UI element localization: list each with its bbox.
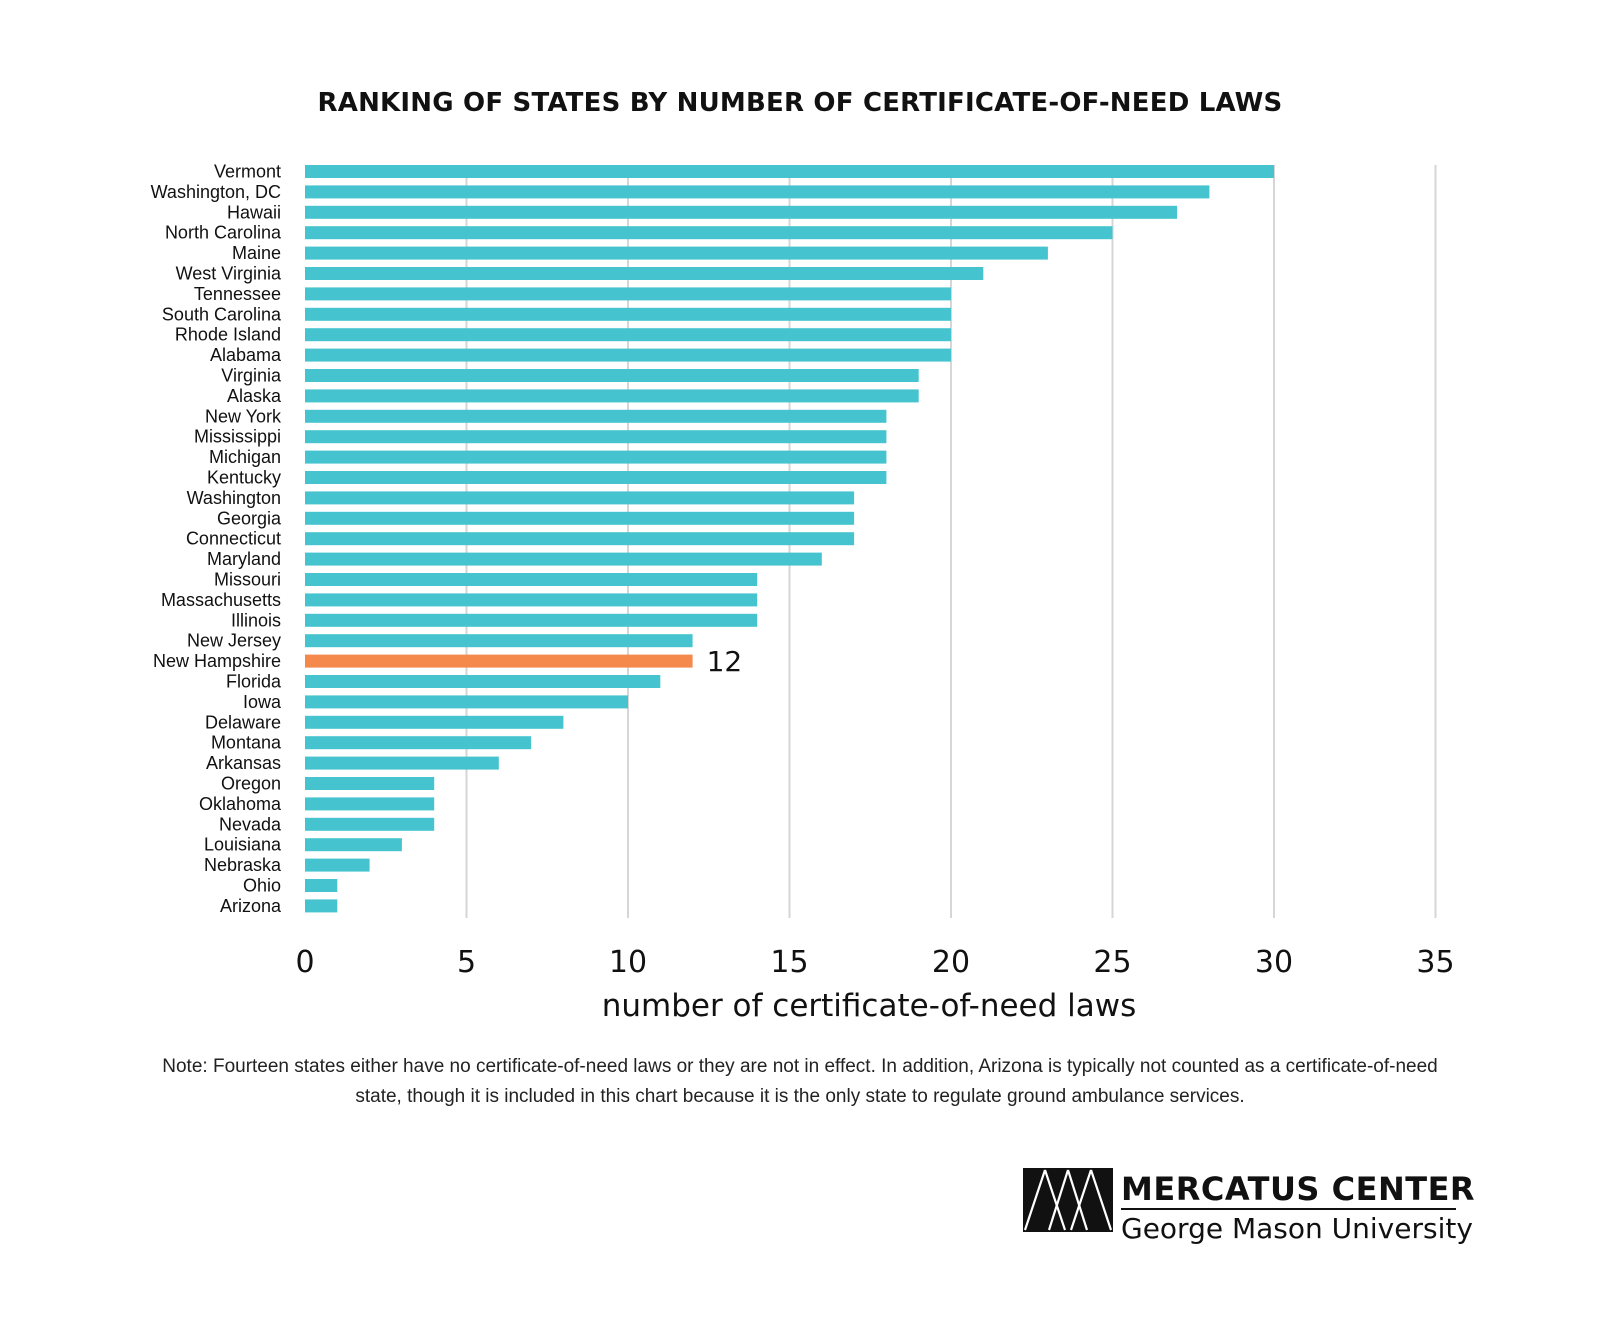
category-label: Tennessee <box>194 284 281 304</box>
bar-arizona <box>305 899 338 913</box>
bar-nebraska <box>305 858 370 872</box>
x-tick-label: 15 <box>770 945 808 980</box>
category-label: Missouri <box>214 570 281 590</box>
bar-montana <box>305 736 532 750</box>
bar-michigan <box>305 450 887 464</box>
category-label: Virginia <box>221 366 282 386</box>
category-label: North Carolina <box>165 223 282 243</box>
bar-florida <box>305 675 661 688</box>
category-label: Arizona <box>220 896 282 916</box>
category-label: Florida <box>226 672 282 692</box>
bars <box>305 165 1274 913</box>
category-label: Nevada <box>219 814 282 834</box>
category-label: Iowa <box>243 692 282 712</box>
category-label: Connecticut <box>186 529 281 549</box>
bar-ohio <box>305 879 338 892</box>
bar-new-york <box>305 409 887 423</box>
bar-oregon <box>305 777 435 790</box>
bar-rhode-island <box>305 328 951 342</box>
bar-connecticut <box>305 532 855 546</box>
category-label: New Jersey <box>187 631 281 651</box>
category-label: Montana <box>211 733 282 753</box>
chart-title: RANKING OF STATES BY NUMBER OF CERTIFICA… <box>317 88 1283 118</box>
category-label: Arkansas <box>206 753 281 773</box>
bar-alaska <box>305 389 919 403</box>
bar-nevada <box>305 817 435 831</box>
data-label-highlight: 12 <box>707 645 743 678</box>
bar-kentucky <box>305 471 887 484</box>
category-label: South Carolina <box>162 304 282 324</box>
category-label: West Virginia <box>176 264 282 284</box>
logo-title: MERCATUS CENTER <box>1121 1170 1476 1208</box>
bar-mississippi <box>305 430 887 444</box>
bar-new-hampshire <box>305 654 693 668</box>
bar-virginia <box>305 369 919 382</box>
category-label: Georgia <box>217 508 282 528</box>
category-label: Vermont <box>214 162 281 182</box>
category-label: Kentucky <box>207 468 281 488</box>
bar-south-carolina <box>305 307 951 321</box>
category-label: Michigan <box>209 447 281 467</box>
x-tick-label: 20 <box>932 945 970 980</box>
category-label: New York <box>205 406 282 426</box>
bar-hawaii <box>305 205 1178 219</box>
bar-massachusetts <box>305 593 758 607</box>
bar-georgia <box>305 511 855 525</box>
category-label: Maryland <box>207 549 281 569</box>
bar-vermont <box>305 165 1274 178</box>
x-axis-label: number of certificate-of-need laws <box>602 988 1137 1024</box>
logo-divider <box>1121 1208 1456 1210</box>
data-labels: 12 <box>707 645 743 678</box>
category-label: Washington <box>187 488 281 508</box>
bar-tennessee <box>305 287 951 301</box>
chart-note: Note: Fourteen states either have no cer… <box>162 1056 1438 1107</box>
bar-alabama <box>305 348 951 362</box>
category-label: Oklahoma <box>199 794 282 814</box>
category-label: Rhode Island <box>175 325 281 345</box>
bar-louisiana <box>305 838 402 852</box>
x-tick-labels: 0 5 10 15 20 25 30 35 <box>295 945 1454 980</box>
category-label: Alaska <box>227 386 282 406</box>
bar-delaware <box>305 715 564 729</box>
bar-iowa <box>305 695 628 709</box>
category-label: Nebraska <box>204 855 282 875</box>
x-tick-label: 10 <box>609 945 647 980</box>
bar-arkansas <box>305 756 499 770</box>
category-label: Washington, DC <box>151 182 281 202</box>
category-label: Massachusetts <box>161 590 281 610</box>
bar-maine <box>305 246 1048 260</box>
x-tick-label: 35 <box>1416 945 1454 980</box>
bar-missouri <box>305 573 758 586</box>
category-label: Maine <box>232 243 281 263</box>
bar-oklahoma <box>305 797 435 811</box>
bar-new-jersey <box>305 634 693 648</box>
bar-washington <box>305 491 855 505</box>
x-tick-label: 5 <box>457 945 476 980</box>
bar-north-carolina <box>305 226 1113 240</box>
category-label: Mississippi <box>194 427 281 447</box>
category-label: Alabama <box>210 345 282 365</box>
mercatus-logo: MERCATUS CENTER George Mason University <box>1023 1168 1475 1245</box>
bar-washington-dc <box>305 185 1210 199</box>
category-label: Delaware <box>205 712 281 732</box>
x-tick-label: 0 <box>295 945 314 980</box>
category-label: Ohio <box>243 876 281 896</box>
category-label: Oregon <box>221 774 281 794</box>
logo-subtitle: George Mason University <box>1121 1212 1473 1245</box>
category-label: New Hampshire <box>153 651 281 671</box>
mercatus-logo-mark <box>1023 1168 1113 1232</box>
category-label: Hawaii <box>227 202 281 222</box>
x-tick-label: 25 <box>1093 945 1131 980</box>
category-label: Louisiana <box>204 835 282 855</box>
bar-maryland <box>305 552 822 566</box>
x-tick-label: 30 <box>1255 945 1293 980</box>
category-label: Illinois <box>231 610 281 630</box>
bar-west-virginia <box>305 267 984 280</box>
bar-illinois <box>305 613 758 627</box>
